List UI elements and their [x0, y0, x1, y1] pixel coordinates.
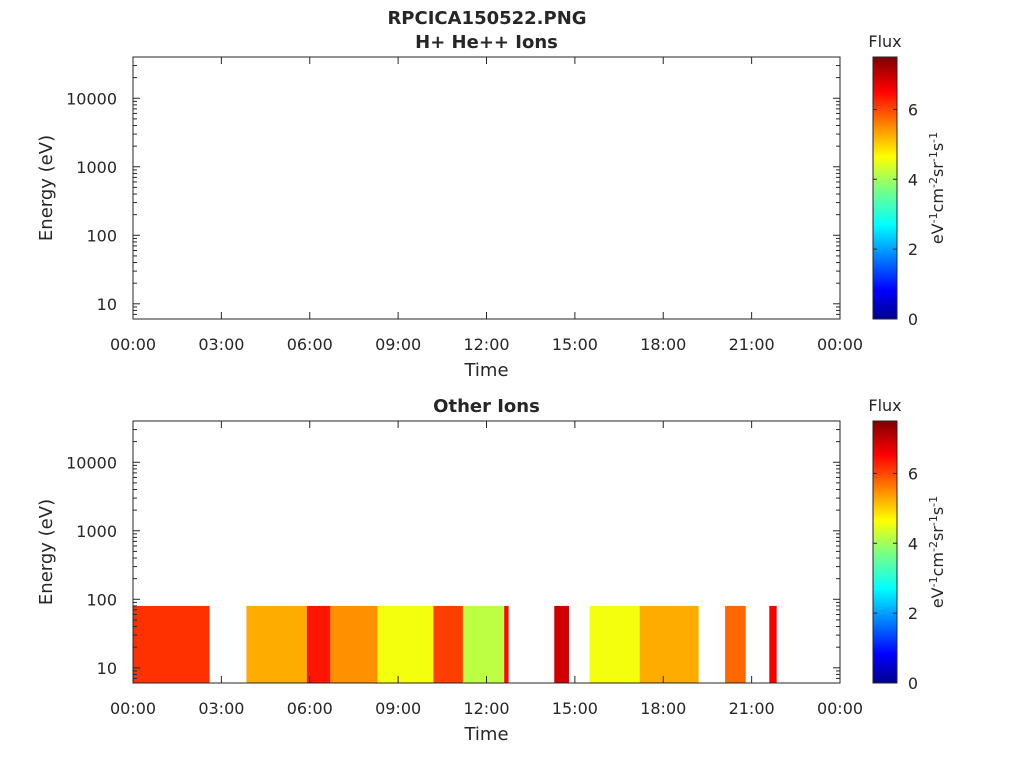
y-axis-label: Energy (eV)	[36, 135, 57, 241]
x-axis-label: Time	[463, 724, 508, 745]
flux-segment	[769, 605, 777, 683]
x-tick-label: 09:00	[375, 335, 421, 354]
x-axis-label: Time	[463, 360, 508, 381]
flux-segment	[433, 605, 463, 683]
x-tick-label: 06:00	[287, 699, 333, 718]
x-tick-label: 00:00	[110, 335, 156, 354]
x-tick-label: 00:00	[817, 335, 863, 354]
y-axis-label: Energy (eV)	[36, 499, 57, 605]
colorbar: Flux 0 2 4 6 eV-1cm-2sr-1s-1	[868, 32, 947, 329]
x-tick-label: 18:00	[640, 335, 686, 354]
colorbar-tick-label: 2	[908, 240, 918, 259]
flux-segment	[246, 605, 307, 683]
colorbar-title: Flux	[868, 32, 901, 51]
y-tick-label: 1000	[76, 158, 117, 177]
x-tick-label: 09:00	[375, 699, 421, 718]
x-axis: 00:00 03:00 06:00 09:00 12:00 15:00 18:00 21:00…	[110, 57, 863, 354]
y-axis: 10 100 1000 10000	[66, 56, 840, 320]
colorbar: Flux 0 2 4 6 eV-1cm-2sr-1s-1	[868, 396, 947, 693]
x-tick-label: 21:00	[729, 699, 775, 718]
flux-segment	[133, 605, 210, 683]
colorbar-tick-label: 6	[908, 464, 918, 483]
spectrogram-data	[133, 605, 777, 683]
y-tick-label: 1000	[76, 522, 117, 541]
colorbar-tick-label: 4	[908, 534, 918, 553]
y-tick-label: 100	[86, 226, 117, 245]
flux-segment	[725, 605, 746, 683]
y-tick-label: 10	[97, 659, 117, 678]
y-tick-label: 10000	[66, 453, 117, 472]
colorbar-scale	[872, 56, 898, 320]
y-axis: 10 100 1000 10000	[66, 420, 840, 684]
y-tick-label: 100	[86, 590, 117, 609]
colorbar-tick-label: 0	[908, 310, 918, 329]
flux-segment	[306, 605, 331, 683]
flux-segment	[504, 605, 509, 683]
colorbar-scale	[872, 420, 898, 684]
x-tick-label: 00:00	[817, 699, 863, 718]
colorbar-label: eV-1cm-2sr-1s-1	[927, 496, 948, 608]
x-tick-label: 03:00	[198, 335, 244, 354]
x-tick-label: 06:00	[287, 335, 333, 354]
x-tick-label: 18:00	[640, 699, 686, 718]
flux-segment	[554, 605, 569, 683]
x-tick-label: 03:00	[198, 699, 244, 718]
figure-title: RPCICA150522.PNG	[387, 8, 586, 29]
flux-segment	[330, 605, 378, 683]
panel-1: H+ He++ Ions 10 100 1000 10000 00:00 03:00 06:0…	[36, 32, 947, 381]
colorbar-label: eV-1cm-2sr-1s-1	[927, 132, 948, 244]
panel-title: H+ He++ Ions	[415, 32, 558, 53]
x-tick-label: 12:00	[463, 699, 509, 718]
x-tick-label: 12:00	[463, 335, 509, 354]
flux-segment	[377, 605, 434, 683]
x-tick-label: 15:00	[552, 699, 598, 718]
panel-title: Other Ions	[433, 396, 540, 417]
colorbar-tick-label: 0	[908, 674, 918, 693]
x-tick-label: 00:00	[110, 699, 156, 718]
flux-segment	[639, 605, 699, 683]
colorbar-tick-label: 2	[908, 604, 918, 623]
flux-segment	[462, 605, 505, 683]
x-axis: 00:00 03:00 06:00 09:00 12:00 15:00 18:00 21:00…	[110, 421, 863, 718]
x-tick-label: 15:00	[552, 335, 598, 354]
colorbar-tick-label: 6	[908, 100, 918, 119]
y-tick-label: 10000	[66, 89, 117, 108]
x-tick-label: 21:00	[729, 335, 775, 354]
plot-area	[132, 56, 841, 320]
y-tick-label: 10	[97, 295, 117, 314]
colorbar-title: Flux	[868, 396, 901, 415]
colorbar-tick-label: 4	[908, 170, 918, 189]
flux-segment	[589, 605, 640, 683]
